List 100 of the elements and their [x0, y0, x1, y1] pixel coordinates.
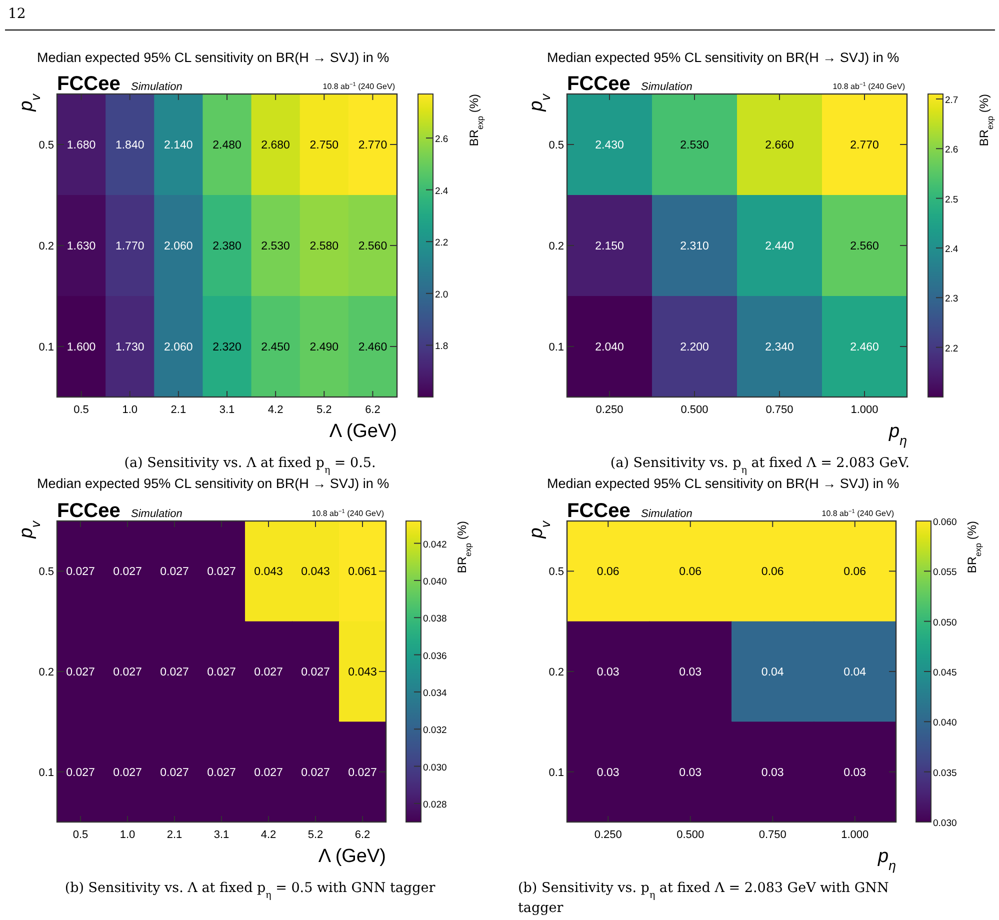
data-label: 2.530	[261, 240, 290, 252]
x-tick-label: 5.2	[316, 404, 332, 416]
text: 12	[8, 6, 26, 22]
data-label: 2.560	[358, 240, 388, 252]
color-bar-label: 0.032	[423, 725, 447, 736]
x-tick-label: 6.2	[365, 404, 380, 416]
x-tick-label: 3.1	[214, 829, 230, 841]
y-tick-label: 0.5	[38, 140, 54, 152]
data-label: 1.680	[66, 140, 96, 152]
x-tick-label: 6.2	[354, 829, 370, 841]
data-label: 2.680	[261, 140, 290, 152]
text: Simulation	[641, 508, 692, 520]
data-label: 1.630	[66, 240, 96, 252]
x-tick-label: 0.250	[596, 404, 624, 416]
y-tick-label: 0.2	[38, 240, 54, 252]
data-label: 0.06	[679, 566, 702, 578]
color-bar-label: 2.6	[435, 134, 448, 146]
data-label: 0.027	[160, 666, 189, 678]
x-axis-title: p$_{η}$	[888, 421, 907, 448]
x-tick-label: 3.1	[219, 404, 235, 416]
x-axis-title: p$_{η}$	[877, 846, 896, 872]
data-label: 0.027	[207, 766, 236, 779]
data-label: 2.200	[680, 342, 709, 354]
data-label: 0.027	[66, 666, 95, 678]
data-label: 1.770	[115, 240, 144, 252]
x-tick-label: 4.2	[260, 829, 276, 841]
data-label: 2.560	[850, 240, 879, 252]
x-tick-label: 1.000	[841, 829, 869, 841]
text: 10.8 ab$^{−1}$ (240 GeV)	[322, 82, 396, 91]
data-label: 2.770	[358, 140, 388, 152]
data-label: 1.600	[66, 342, 96, 354]
x-tick-label: 1.000	[850, 404, 878, 416]
data-label: 0.027	[348, 766, 377, 779]
data-label: 2.530	[680, 140, 709, 152]
color-bar-label: 1.8	[435, 341, 448, 352]
data-label: 0.027	[113, 666, 142, 678]
color-bar-label: 0.030	[423, 762, 447, 774]
text: (b) Sensitivity vs. p$_{η}$ at fixed Λ = 2.083 GeV with GNN tagger	[518, 880, 889, 916]
annotation: FCCee	[57, 500, 120, 522]
data-label: 0.027	[207, 666, 236, 678]
x-tick-label: 1.0	[120, 829, 136, 841]
data-label: 0.027	[113, 566, 142, 578]
data-label: 2.150	[595, 240, 624, 252]
data-label: 0.027	[66, 566, 95, 578]
x-tick-label: 1.0	[122, 404, 138, 416]
text: 10.8 ab$^{−1}$ (240 GeV)	[822, 509, 894, 518]
color-bar-label: 2.6	[945, 144, 958, 156]
data-label: 2.040	[595, 342, 624, 354]
color-bar-label: 0.045	[933, 668, 957, 678]
y-tick-label: 0.1	[548, 766, 564, 779]
data-label: 0.027	[66, 766, 95, 779]
text: Simulation	[131, 81, 182, 93]
data-label: 2.060	[164, 240, 193, 252]
data-label: 0.043	[348, 666, 377, 678]
color-bar-label: 0.042	[423, 539, 447, 550]
annotation: FCCee	[567, 500, 630, 522]
color-bar-label: 2.5	[945, 194, 958, 206]
color-bar-label: 0.034	[423, 688, 447, 699]
data-label: 0.027	[301, 666, 330, 678]
color-bar-label: 2.7	[945, 94, 958, 106]
color-bar-label: 0.040	[423, 576, 447, 588]
x-tick-label: 0.5	[74, 404, 89, 416]
x-tick-label: 0.500	[676, 829, 704, 841]
data-label: 0.027	[254, 666, 283, 678]
annotation: FCCee	[57, 73, 120, 95]
y-tick-label: 0.2	[548, 240, 564, 252]
data-label: 0.04	[761, 666, 784, 678]
text: Simulation	[131, 508, 182, 520]
text: 10.8 ab$^{−1}$ (240 GeV)	[312, 509, 384, 518]
data-label: 1.840	[115, 140, 144, 152]
color-bar-label: 0.040	[933, 718, 957, 729]
chart-title: Median expected 95% CL sensitivity on BR(H → SVJ) in %	[547, 476, 900, 491]
data-label: 0.027	[207, 566, 236, 578]
y-tick-label: 0.1	[38, 766, 54, 779]
data-label: 2.380	[212, 240, 242, 252]
y-tick-label: 0.1	[38, 342, 54, 354]
x-tick-label: 0.500	[680, 404, 708, 416]
data-label: 0.027	[113, 766, 142, 779]
data-label: 0.03	[679, 766, 702, 779]
x-axis-title: Λ (GeV)	[329, 421, 397, 442]
color-bar-label: 0.050	[933, 617, 957, 628]
data-label: 0.06	[596, 566, 620, 578]
data-label: 2.140	[164, 140, 193, 152]
color-bar-label: 2.4	[435, 186, 448, 197]
data-label: 2.460	[358, 342, 388, 354]
x-axis-title: Λ (GeV)	[318, 846, 386, 867]
data-label: 0.03	[679, 666, 702, 678]
x-tick-label: 5.2	[308, 829, 324, 841]
data-label: 2.460	[850, 342, 879, 354]
y-tick-label: 0.5	[548, 566, 564, 578]
data-label: 2.440	[765, 240, 794, 252]
text: (a) Sensitivity vs. Λ at fixed p$_{η}$ = 0.5.	[124, 455, 376, 476]
y-tick-label: 0.2	[548, 666, 564, 678]
data-label: 2.490	[310, 342, 339, 354]
color-bar-label: 2.4	[945, 244, 958, 255]
data-label: 0.03	[844, 766, 866, 779]
y-tick-label: 0.1	[548, 342, 564, 354]
text: (b) Sensitivity vs. Λ at fixed p$_{η}$ = 0.5 with GNN tagger	[64, 880, 436, 900]
data-label: 0.06	[844, 566, 866, 578]
chart-title: Median expected 95% CL sensitivity on BR(H → SVJ) in %	[37, 476, 390, 491]
